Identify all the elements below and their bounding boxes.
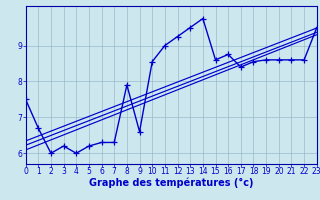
X-axis label: Graphe des températures (°c): Graphe des températures (°c) (89, 178, 253, 188)
